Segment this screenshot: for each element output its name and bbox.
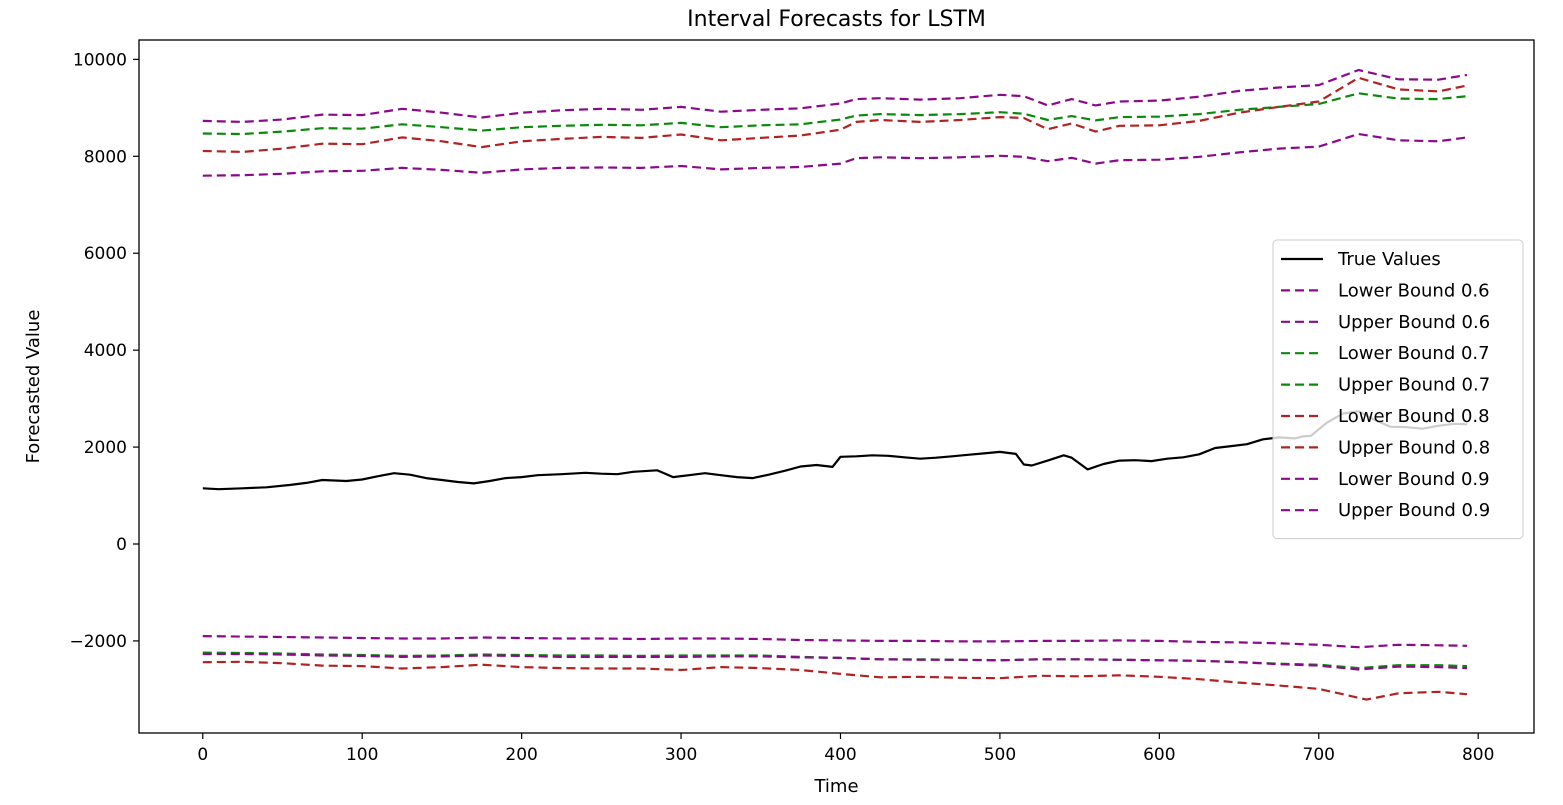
legend-item-lower-bound-0-9: Lower Bound 0.9: [1338, 469, 1490, 490]
x-tick-label: 300: [665, 745, 697, 765]
plot-frame: [138, 39, 1535, 734]
ticks-layer: 0 100 200 300 400 500 600 700 800 −2000 0 2000 4000 6…: [69, 50, 1494, 765]
y-tick-label: 6000: [84, 244, 127, 264]
chart-title: Interval Forecasts for LSTM: [687, 7, 986, 32]
series-line-lower-bound-0-9: [202, 652, 1468, 671]
y-tick-label: 8000: [84, 147, 127, 167]
series-line-upper-bound-0-8: [202, 76, 1468, 153]
series-line-lower-bound-0-8: [202, 660, 1468, 701]
x-tick-label: 800: [1462, 745, 1494, 765]
legend: True Values Lower Bound 0.6 Upper Bound 0.…: [1272, 239, 1524, 540]
series-line-lower-bound-0-6: [202, 635, 1468, 649]
y-tick-label: 2000: [84, 438, 127, 458]
legend-item-lower-bound-0-8: Lower Bound 0.8: [1338, 406, 1490, 427]
y-tick-label: 10000: [73, 50, 127, 70]
x-tick-label: 200: [505, 745, 537, 765]
series-line-upper-bound-0-6: [202, 132, 1468, 177]
legend-item-lower-bound-0-7: Lower Bound 0.7: [1338, 343, 1490, 364]
x-axis-label: Time: [813, 776, 858, 797]
x-tick-label: 0: [197, 745, 208, 765]
legend-item-upper-bound-0-8: Upper Bound 0.8: [1338, 437, 1490, 458]
x-tick-label: 700: [1303, 745, 1335, 765]
y-axis-label: Forecasted Value: [23, 310, 44, 464]
legend-item-upper-bound-0-9: Upper Bound 0.9: [1338, 500, 1490, 521]
legend-item-lower-bound-0-6: Lower Bound 0.6: [1338, 280, 1490, 301]
x-tick-label: 100: [346, 745, 378, 765]
legend-item-upper-bound-0-7: Upper Bound 0.7: [1338, 375, 1490, 396]
series-line-lower-bound-0-7: [202, 651, 1468, 670]
legend-item-true-values: True Values: [1337, 249, 1441, 270]
series-line-upper-bound-0-9: [202, 68, 1468, 124]
x-tick-label: 600: [1143, 745, 1175, 765]
y-tick-label: 4000: [84, 341, 127, 361]
x-tick-label: 500: [984, 745, 1016, 765]
series-line-upper-bound-0-7: [202, 92, 1468, 136]
x-tick-label: 400: [824, 745, 856, 765]
legend-item-upper-bound-0-6: Upper Bound 0.6: [1338, 312, 1490, 333]
y-tick-label: −2000: [69, 632, 127, 652]
y-tick-label: 0: [116, 535, 127, 555]
legend-box: [1272, 239, 1524, 540]
